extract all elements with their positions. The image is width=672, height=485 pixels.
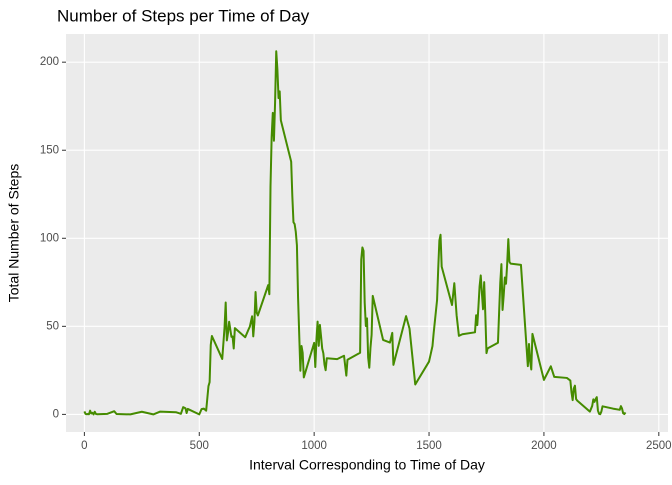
y-tick-label: 100	[40, 232, 59, 244]
y-axis-title: Total Number of Steps	[6, 164, 22, 303]
x-tick-label: 1000	[301, 440, 327, 452]
y-tick-label: 150	[40, 144, 59, 156]
chart-title: Number of Steps per Time of Day	[57, 6, 310, 25]
x-tick-label: 1500	[416, 440, 442, 452]
line	[83, 50, 627, 416]
y-tick-label: 0	[53, 408, 59, 420]
y-tick-label: 50	[46, 320, 59, 332]
x-tick-label: 0	[81, 440, 87, 452]
y-tick-label: 200	[40, 56, 59, 68]
x-tick-label: 2000	[531, 440, 557, 452]
x-tick-label: 2500	[646, 440, 672, 452]
x-tick-label: 500	[190, 440, 209, 452]
panel	[66, 34, 668, 432]
x-axis-title: Interval Corresponding to Time of Day	[249, 457, 485, 473]
